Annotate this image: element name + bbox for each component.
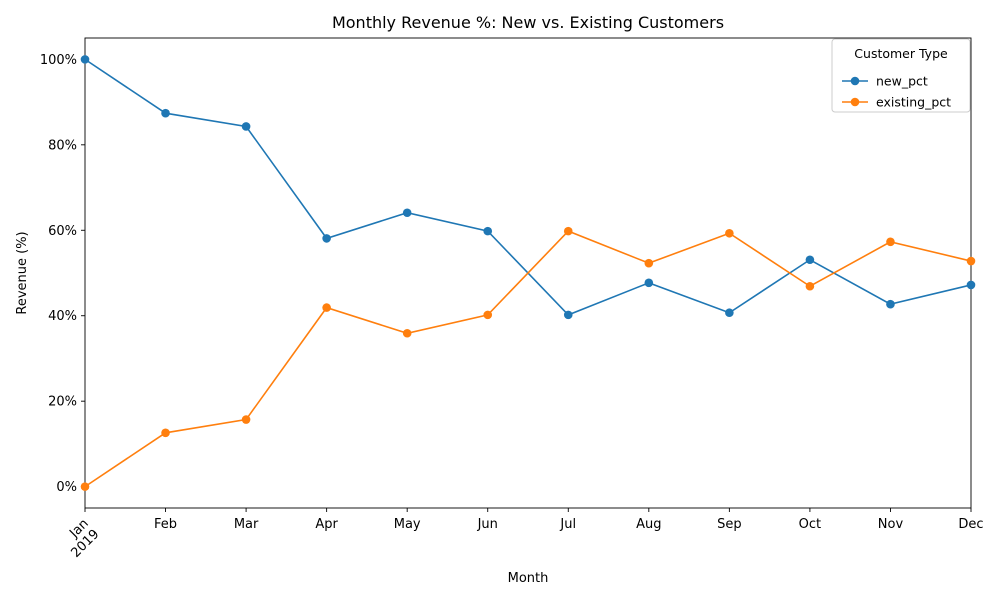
plot-frame — [84, 37, 972, 509]
x-tick-label: Jul — [559, 517, 576, 532]
data-point-existing_pct — [563, 226, 573, 236]
data-point-existing_pct — [966, 256, 976, 266]
y-tick-label: 100% — [40, 53, 77, 68]
data-point-new_pct — [241, 122, 251, 131]
data-point-existing_pct — [80, 482, 90, 491]
chart-title: Monthly Revenue %: New vs. Existing Cust… — [332, 13, 724, 32]
data-point-new_pct — [483, 226, 493, 236]
legend: Customer Type new_pct existing_pct — [831, 38, 971, 113]
legend-label-existing_pct: existing_pct — [876, 95, 951, 110]
data-point-existing_pct — [886, 237, 895, 247]
data-point-new_pct — [161, 108, 170, 118]
x-tick-label: Mar — [234, 517, 259, 532]
data-point-existing_pct — [644, 258, 654, 268]
x-tick-label: Aug — [636, 517, 661, 532]
x-tick-label: Apr — [315, 517, 338, 532]
x-tick-label: Sep — [717, 517, 742, 532]
data-point-existing_pct — [805, 281, 815, 291]
legend-title: Customer Type — [854, 46, 948, 61]
x-tick-label: Feb — [154, 517, 177, 532]
legend-marker-existing_pct — [850, 97, 860, 107]
x-tick-label: Jun — [477, 517, 498, 532]
x-tick-label: Dec — [958, 517, 983, 532]
legend-box — [831, 38, 971, 113]
data-point-new_pct — [644, 278, 654, 288]
y-tick-label: 40% — [48, 309, 77, 324]
legend-marker-new_pct — [850, 76, 860, 86]
y-axis-label: Revenue (%) — [15, 231, 30, 314]
data-point-new_pct — [725, 308, 734, 318]
series-line-existing_pct — [84, 230, 972, 488]
data-point-existing_pct — [725, 228, 734, 238]
y-tick-label: 60% — [48, 224, 77, 239]
x-tick-label: May — [394, 517, 421, 532]
data-point-existing_pct — [161, 428, 170, 438]
data-point-existing_pct — [322, 303, 331, 312]
data-point-new_pct — [402, 208, 412, 218]
x-tick-label: Nov — [878, 517, 904, 532]
data-point-new_pct — [563, 310, 573, 320]
data-point-new_pct — [80, 55, 90, 64]
y-tick-label: 0% — [56, 480, 77, 495]
y-tick-label: 80% — [48, 138, 77, 153]
data-point-new_pct — [805, 255, 815, 265]
x-axis-label: Month — [508, 571, 549, 586]
legend-label-new_pct: new_pct — [876, 74, 928, 89]
x-tick-label: Oct — [799, 517, 821, 532]
data-point-existing_pct — [483, 310, 493, 320]
data-point-new_pct — [322, 234, 331, 243]
y-tick-label: 20% — [48, 395, 77, 410]
data-point-new_pct — [966, 280, 976, 290]
data-point-existing_pct — [402, 328, 412, 338]
data-point-new_pct — [886, 299, 895, 309]
data-point-existing_pct — [241, 415, 251, 424]
